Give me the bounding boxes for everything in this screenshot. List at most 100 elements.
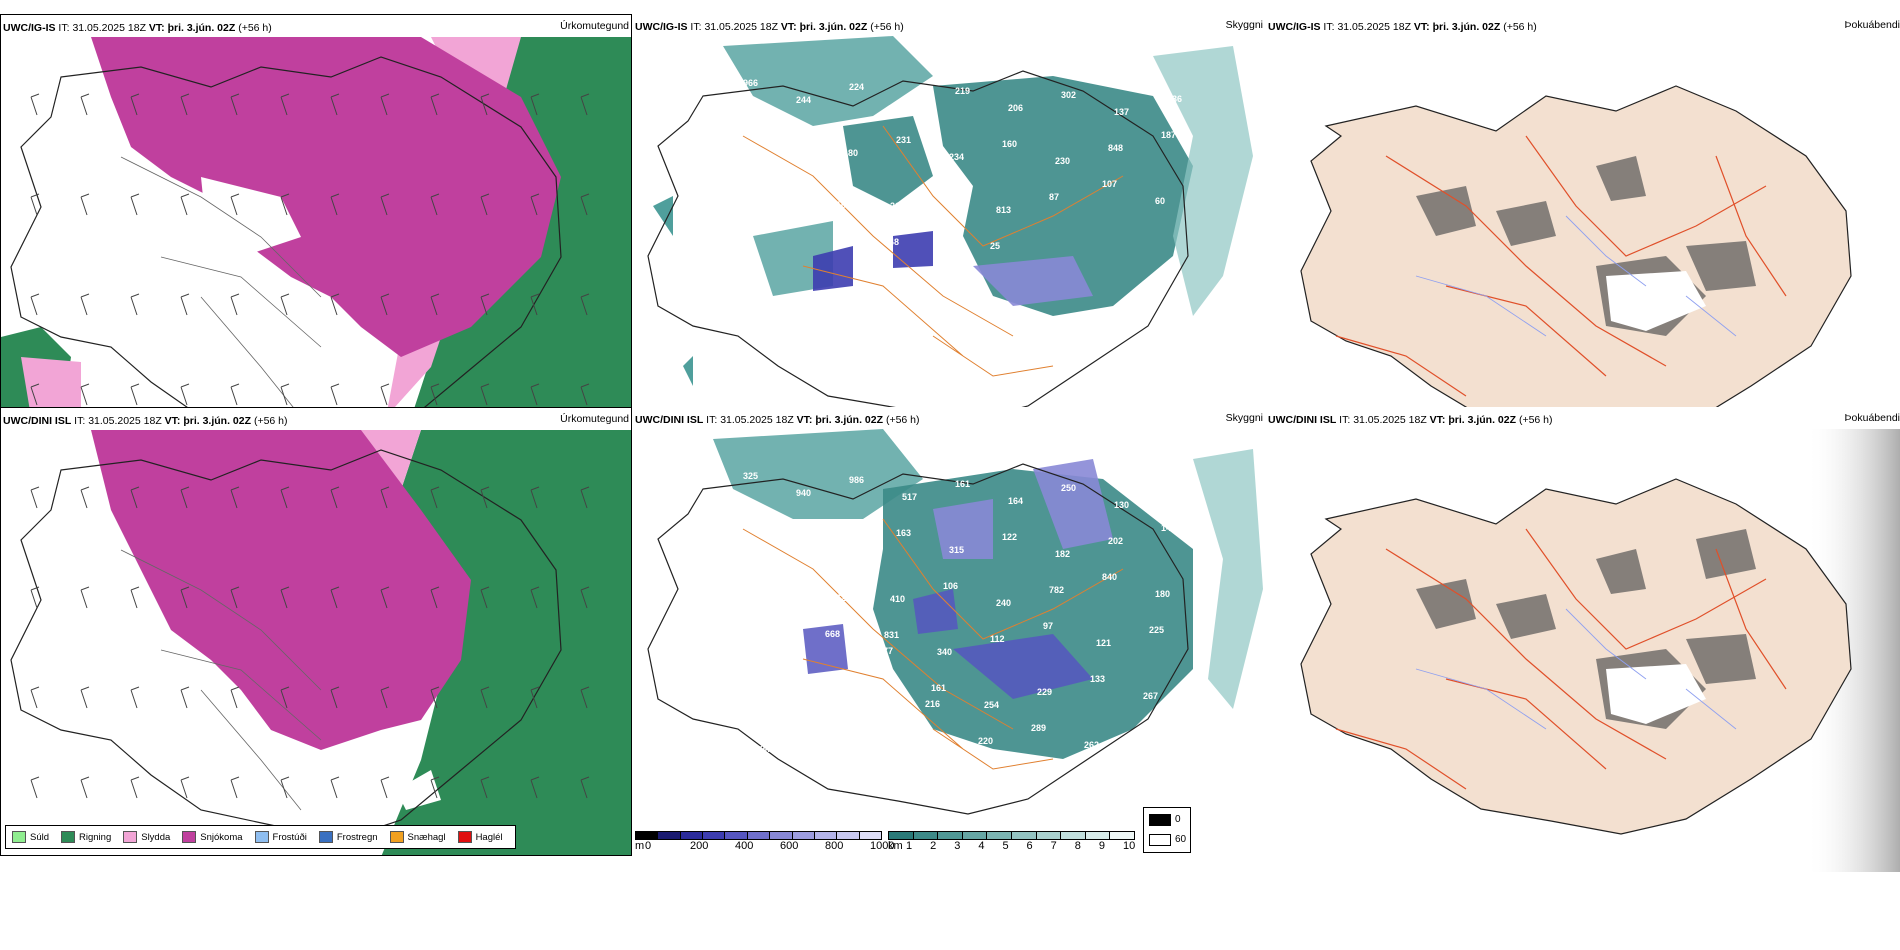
colorbar-swatch bbox=[858, 832, 881, 839]
ceiling-value-label: 133 bbox=[1090, 674, 1105, 684]
ceiling-value-label: 946 bbox=[760, 744, 775, 754]
colorbar-swatch bbox=[1010, 832, 1036, 839]
colorbar-tick-label: 10 bbox=[1123, 840, 1136, 852]
ceiling-value-label: 180 bbox=[1155, 589, 1170, 599]
colorbar-swatch bbox=[1109, 832, 1134, 839]
colorbar-swatch bbox=[746, 832, 770, 839]
panel-title: Úrkomutegund bbox=[560, 413, 629, 425]
ceiling-colorbar: 0 200 400 600 800 1000 m bbox=[635, 831, 894, 861]
ceiling-value-label: 206 bbox=[1008, 103, 1023, 113]
ceiling-value-label: 102 bbox=[813, 731, 828, 741]
ceiling-value-label: 191 bbox=[766, 678, 781, 688]
legend-swatch bbox=[12, 831, 26, 843]
fog-legend-row: 0 bbox=[1149, 814, 1181, 829]
visibility-colorbar-swatches bbox=[888, 831, 1135, 840]
ceiling-value-label: 517 bbox=[902, 492, 917, 502]
colorbar-tick-label: 7 bbox=[1050, 840, 1057, 852]
colorbar-tick-label: 3 bbox=[954, 840, 961, 852]
ceiling-value-label: 60 bbox=[872, 682, 882, 692]
ceiling-value-label: 848 bbox=[1108, 143, 1123, 153]
panel-fog-dini: UWC/DINI ISL IT: 31.05.2025 18Z VT: þri.… bbox=[1266, 407, 1900, 872]
ceiling-value-label: 840 bbox=[1102, 572, 1117, 582]
legend-swatch bbox=[389, 831, 404, 843]
ceiling-value-label: 436 bbox=[1167, 94, 1182, 104]
precip-legend-item: Rigning bbox=[61, 831, 111, 843]
panel-precip-type-igis: UWC/IG-IS IT: 31.05.2025 18Z VT: þri. 3.… bbox=[0, 14, 632, 463]
ceiling-value-label: 107 bbox=[1102, 179, 1117, 189]
ceiling-value-label: 161 bbox=[955, 479, 970, 489]
ceiling-value-label: 243 bbox=[837, 184, 852, 194]
legend-label: Slydda bbox=[141, 831, 171, 843]
ceiling-value-label: 160 bbox=[1002, 139, 1017, 149]
ceiling-labels: 966 244 224 146 219 206 302 137 436 288 180 231 234 1… bbox=[743, 78, 1182, 264]
ceiling-value-label: 231 bbox=[896, 135, 911, 145]
panel-title: Þokuábendi bbox=[1844, 19, 1900, 31]
legend-swatch bbox=[182, 831, 197, 843]
colorbar-swatch bbox=[961, 832, 987, 839]
ceiling-value-label: 254 bbox=[984, 700, 999, 710]
legend-label: Súld bbox=[30, 831, 50, 843]
fog-map bbox=[1300, 429, 1900, 872]
precip-legend-item: Snjókoma bbox=[182, 831, 243, 843]
colorbar-tick-label: 1 bbox=[906, 840, 913, 852]
ceiling-labels: 325 940 986 517 161 164 250 130 222 154 186 163 315 1… bbox=[743, 471, 1182, 754]
colorbar-tick-label: 9 bbox=[1098, 840, 1105, 852]
ceiling-value-label: 962 bbox=[831, 593, 846, 603]
panel-precip-type-dini: UWC/DINI ISL IT: 31.05.2025 18Z VT: þri.… bbox=[0, 407, 632, 856]
ceiling-value-label: 224 bbox=[849, 82, 864, 92]
ceiling-value-label: 302 bbox=[937, 254, 952, 264]
ceiling-value-label: 966 bbox=[743, 78, 758, 88]
colorbar-swatch bbox=[986, 832, 1011, 839]
ceiling-value-label: 668 bbox=[825, 629, 840, 639]
legend-label: Snjókoma bbox=[200, 831, 243, 843]
legend-swatch bbox=[61, 831, 76, 843]
panel-header: UWC/DINI ISL IT: 31.05.2025 18Z VT: þri.… bbox=[3, 415, 288, 427]
ceiling-colorbar-swatches bbox=[635, 831, 882, 840]
visibility-map: 325 940 986 517 161 164 250 130 222 154 186 163 315 1… bbox=[647, 429, 1263, 815]
legend-label: Snæhagl bbox=[407, 831, 446, 843]
ceiling-value-label: 110 bbox=[819, 695, 834, 705]
ceiling-value-label: 121 bbox=[1096, 638, 1111, 648]
ceiling-value-label: 240 bbox=[996, 598, 1011, 608]
colorbar-swatch bbox=[889, 832, 913, 839]
ceiling-value-label: 137 bbox=[1114, 107, 1129, 117]
panel-fog-igis: UWC/IG-IS IT: 31.05.2025 18Z VT: þri. 3.… bbox=[1266, 14, 1900, 479]
precip-legend-item: Slydda bbox=[123, 831, 170, 843]
ceiling-value-label: 202 bbox=[1108, 536, 1123, 546]
legend-label: Haglél bbox=[475, 831, 503, 843]
legend-swatch bbox=[254, 831, 269, 843]
ceiling-value-label: 269 bbox=[1137, 727, 1152, 737]
visibility-colorbar: 1 2 3 4 5 6 7 8 9 10 km bbox=[888, 831, 1136, 861]
precip-legend-item: Haglél bbox=[457, 831, 503, 843]
colorbar-swatch bbox=[657, 832, 680, 839]
wind-barbs bbox=[30, 93, 590, 406]
legend-swatch bbox=[123, 831, 138, 843]
ceiling-value-label: 288 bbox=[790, 131, 805, 141]
ceiling-value-label: 182 bbox=[1055, 549, 1070, 559]
ceiling-value-label: 267 bbox=[1143, 691, 1158, 701]
colorbar-tick-label: 2 bbox=[930, 840, 937, 852]
precip-legend: Súld Rigning Slydda Snjókoma Frostúði Frostre… bbox=[5, 825, 516, 849]
ceiling-value-label: 146 bbox=[902, 99, 917, 109]
visibility-map: 966 244 224 146 219 206 302 137 436 288 180 231 234 1… bbox=[647, 36, 1253, 422]
ceiling-value-label: 248 bbox=[884, 237, 899, 247]
colorbar-swatch bbox=[1060, 832, 1085, 839]
panel-title: Skyggni bbox=[1225, 412, 1263, 424]
ceiling-value-label: 222 bbox=[1167, 487, 1182, 497]
colorbar-swatch bbox=[702, 832, 725, 839]
colorbar-tick-label: 4 bbox=[978, 840, 985, 852]
ceiling-value-label: 164 bbox=[1008, 496, 1023, 506]
colorbar-swatch bbox=[813, 832, 837, 839]
colorbar-swatch bbox=[1084, 832, 1110, 839]
ceiling-value-label: 130 bbox=[1114, 500, 1129, 510]
precip-type-map bbox=[10, 430, 631, 855]
ceiling-value-label: 161 bbox=[931, 683, 946, 693]
panel-title: Þokuábendi bbox=[1844, 412, 1900, 424]
colorbar-swatch bbox=[836, 832, 859, 839]
ceiling-value-label: 315 bbox=[949, 545, 964, 555]
panel-title: Skyggni bbox=[1225, 19, 1263, 31]
panel-header: UWC/IG-IS IT: 31.05.2025 18Z VT: þri. 3.… bbox=[635, 21, 904, 33]
colorbar-swatch bbox=[769, 832, 792, 839]
ceiling-value-label: 55 bbox=[778, 183, 788, 193]
ceiling-value-label: 302 bbox=[1061, 90, 1076, 100]
